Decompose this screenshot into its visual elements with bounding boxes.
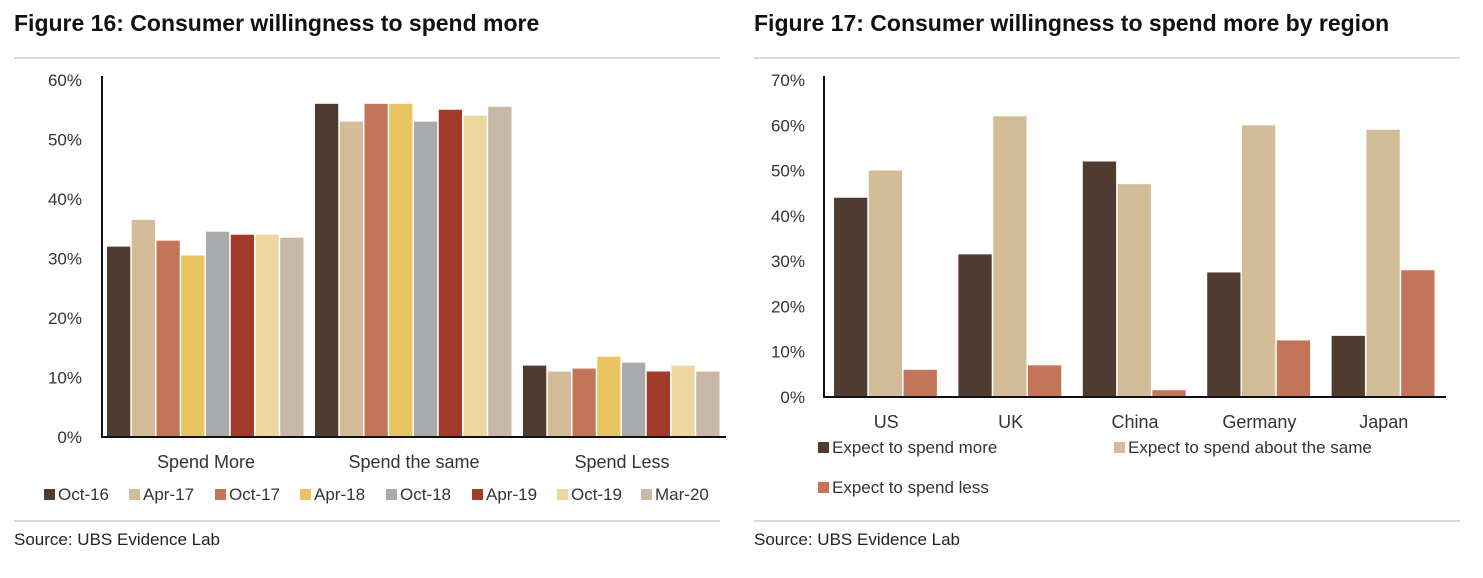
legend-swatch [641,489,652,500]
bar-expect-to-spend-less-china [1152,390,1186,397]
bar-expect-to-spend-about-the-same-china [1117,184,1151,397]
x-category-label: UK [998,412,1023,432]
figure-16-top-rule [14,57,720,59]
bar-expect-to-spend-more-uk [958,254,992,397]
legend-label: Oct-19 [571,485,622,504]
legend-label: Apr-18 [314,485,365,504]
bar-expect-to-spend-more-germany [1207,272,1241,397]
legend-swatch [129,489,140,500]
figure-17-source: Source: UBS Evidence Lab [754,530,961,549]
bar-expect-to-spend-more-china [1082,161,1117,397]
x-category-label: Japan [1359,412,1408,432]
bar-oct-18-spend-more [206,231,230,437]
bar-oct-16-spend-more [107,246,131,437]
legend-label: Expect to spend more [832,438,997,457]
bar-expect-to-spend-about-the-same-japan [1366,129,1400,398]
bar-expect-to-spend-about-the-same-uk [993,116,1027,397]
bar-expect-to-spend-more-us [834,197,868,397]
y-tick-label: 30% [771,252,805,271]
legend-swatch [472,489,483,500]
y-tick-label: 40% [771,207,805,226]
y-tick-label: 10% [48,369,82,388]
y-tick-label: 60% [771,116,805,135]
legend-label: Mar-20 [655,485,709,504]
x-category-label: China [1111,412,1159,432]
figure-17-title: Figure 17: Consumer willingness to spend… [754,10,1390,36]
bar-apr-19-spend-less [646,371,670,437]
legend-swatch [300,489,311,500]
legend-label: Expect to spend less [832,478,989,497]
bar-expect-to-spend-about-the-same-germany [1242,125,1276,398]
y-tick-label: 60% [48,71,82,90]
y-tick-label: 50% [48,131,82,150]
legend-label: Oct-17 [229,485,280,504]
bar-oct-18-spend-the-same [414,121,438,438]
bar-expect-to-spend-more-japan [1331,335,1365,397]
bar-oct-17-spend-the-same [364,103,388,438]
bar-apr-17-spend-less [547,371,571,437]
legend-label: Apr-19 [486,485,537,504]
figure-16-title: Figure 16: Consumer willingness to spend… [14,10,540,36]
figure-17-panel: Figure 17: Consumer willingness to spend… [740,0,1483,578]
bar-oct-16-spend-less [523,365,547,437]
legend-swatch [1114,442,1125,453]
bar-apr-18-spend-less [597,356,621,437]
bar-apr-19-spend-more [230,234,254,437]
legend-swatch [215,489,226,500]
legend-label: Expect to spend about the same [1128,438,1372,457]
bar-oct-17-spend-more [156,240,180,437]
y-tick-label: 0% [57,428,82,447]
legend-swatch [386,489,397,500]
y-tick-label: 50% [771,162,805,181]
figure-17-top-rule [754,57,1460,59]
bar-expect-to-spend-less-us [903,369,937,397]
legend-label: Apr-17 [143,485,194,504]
bar-oct-16-spend-the-same [315,103,339,438]
bar-mar-20-spend-more [280,237,304,437]
legend-label: Oct-16 [58,485,109,504]
x-category-label: Spend More [157,452,255,472]
bar-expect-to-spend-about-the-same-us [868,170,903,397]
bar-expect-to-spend-less-uk [1028,365,1062,397]
bar-apr-18-spend-more [181,255,205,437]
x-category-label: Spend Less [574,452,669,472]
legend-label: Oct-18 [400,485,451,504]
y-tick-label: 30% [48,250,82,269]
bar-mar-20-spend-less [696,371,720,437]
x-category-label: US [874,412,899,432]
x-category-label: Germany [1222,412,1296,432]
bar-oct-19-spend-less [671,365,695,437]
bar-apr-17-spend-more [131,219,155,437]
bar-oct-19-spend-the-same [463,115,487,437]
figure-16-bottom-rule [14,520,720,522]
figure-16-source: Source: UBS Evidence Lab [14,530,221,549]
y-tick-label: 0% [780,388,805,407]
bar-apr-18-spend-the-same [389,103,413,438]
figure-17-chart: 0% 10% 20% 30% 40% 50% 60% 70% US UK China Germany J… [771,71,1446,497]
bar-mar-20-spend-the-same [488,106,512,438]
bar-expect-to-spend-less-germany [1276,340,1311,397]
bar-oct-17-spend-less [572,368,596,437]
x-category-label: Spend the same [348,452,479,472]
y-tick-label: 70% [771,71,805,90]
legend-swatch [557,489,568,500]
y-tick-label: 40% [48,190,82,209]
bar-oct-19-spend-more [255,234,279,437]
bar-apr-17-spend-the-same [339,121,363,438]
legend-swatch [44,489,55,500]
legend-swatch [818,442,829,453]
bar-expect-to-spend-less-japan [1401,270,1435,397]
y-tick-label: 20% [771,297,805,316]
bar-apr-19-spend-the-same [438,109,462,437]
figure-17-bottom-rule [754,520,1460,522]
y-tick-label: 10% [771,343,805,362]
legend-swatch [818,482,829,493]
figure-16-chart: 0% 10% 20% 30% 40% 50% 60% Spend More Spend the … [44,71,726,504]
y-tick-label: 20% [48,309,82,328]
bar-oct-18-spend-less [622,362,646,437]
figure-16-panel: Figure 16: Consumer willingness to spend… [0,0,740,578]
